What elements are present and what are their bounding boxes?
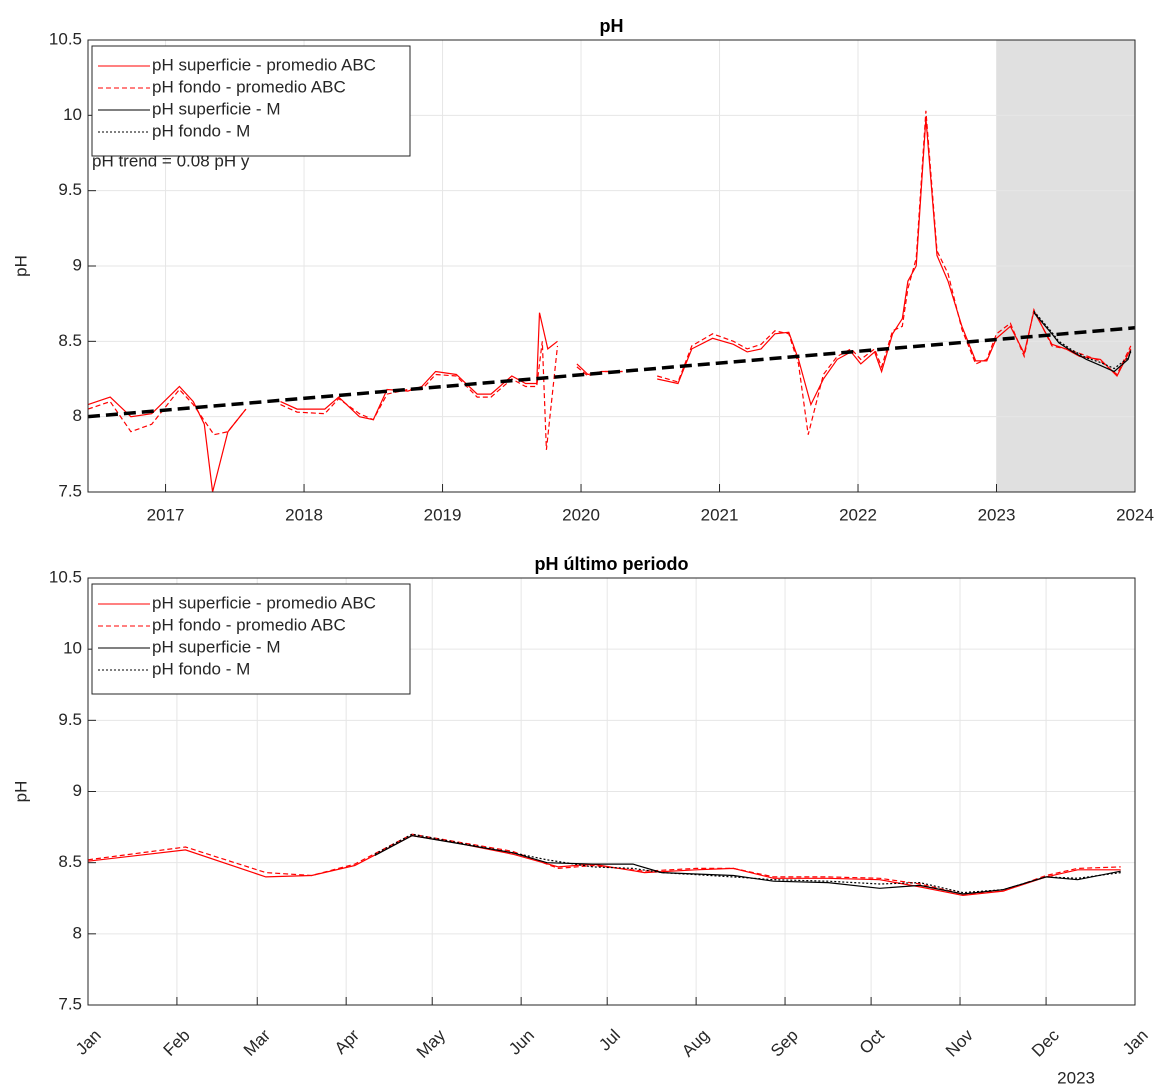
x-tick-label: Aug [678, 1026, 713, 1061]
x-tick-label: Jan [1119, 1026, 1152, 1059]
x-tick-label: 2019 [424, 505, 462, 524]
y-tick-label: 7.5 [58, 481, 82, 500]
series-line [374, 833, 1121, 894]
trend-line [87, 326, 1136, 419]
y-tick-label: 10 [63, 639, 82, 658]
x-tick-label: Feb [160, 1026, 194, 1060]
series-line [1033, 312, 1132, 373]
x-tick-label: 2017 [147, 505, 185, 524]
legend-label: pH fondo - promedio ABC [152, 615, 346, 634]
x-tick-label: 2021 [701, 505, 739, 524]
legend-box [91, 45, 411, 157]
legend-label: pH fondo - promedio ABC [152, 77, 346, 96]
series-line [87, 118, 1132, 493]
x-tick-label: Sep [767, 1026, 802, 1061]
chart-title: pH [600, 16, 624, 36]
chart-title: pH último periodo [535, 554, 689, 574]
x-tick-label: 2020 [562, 505, 600, 524]
y-tick-label: 10.5 [49, 29, 82, 48]
legend-label: pH superficie - promedio ABC [152, 593, 376, 612]
x-tick-label: Oct [856, 1026, 888, 1058]
series-line [87, 834, 1121, 897]
y-tick-label: 8.5 [58, 852, 82, 871]
y-tick-label: 10 [63, 105, 82, 124]
x-tick-label: Dec [1028, 1025, 1063, 1060]
x-tick-label: 2018 [285, 505, 323, 524]
y-tick-label: 8.5 [58, 331, 82, 350]
x-tick-label: Jun [505, 1026, 538, 1059]
y-axis-label: pH [11, 255, 30, 277]
x-tick-label: May [413, 1025, 449, 1061]
x-tick-label: 2022 [839, 505, 877, 524]
legend-label: pH fondo - M [152, 659, 250, 678]
y-axis-label: pH [11, 781, 30, 803]
y-tick-label: 9.5 [58, 180, 82, 199]
x-tick-label: 2024 [1116, 505, 1154, 524]
series-line [1033, 310, 1132, 370]
y-tick-label: 9 [73, 781, 82, 800]
x-tick-label: Apr [331, 1025, 363, 1057]
legend-label: pH fondo - M [152, 121, 250, 140]
x-year-label: 2023 [1057, 1068, 1095, 1087]
axes-box [87, 39, 1136, 493]
series-line [87, 833, 1121, 895]
x-tick-label: 2023 [978, 505, 1016, 524]
legend-label: pH superficie - promedio ABC [152, 55, 376, 74]
y-tick-label: 9.5 [58, 710, 82, 729]
x-tick-label: Jan [72, 1026, 105, 1059]
x-tick-label: Nov [942, 1025, 977, 1060]
axes-box [87, 577, 1136, 1006]
y-tick-label: 8 [73, 923, 82, 942]
y-tick-label: 8 [73, 406, 82, 425]
x-tick-label: Jul [595, 1026, 624, 1055]
x-tick-label: Mar [240, 1025, 274, 1059]
legend-label: pH superficie - M [152, 637, 280, 656]
y-tick-label: 9 [73, 255, 82, 274]
legend-box [91, 583, 411, 695]
legend-label: pH superficie - M [152, 99, 280, 118]
y-tick-label: 10.5 [49, 567, 82, 586]
y-tick-label: 7.5 [58, 994, 82, 1013]
